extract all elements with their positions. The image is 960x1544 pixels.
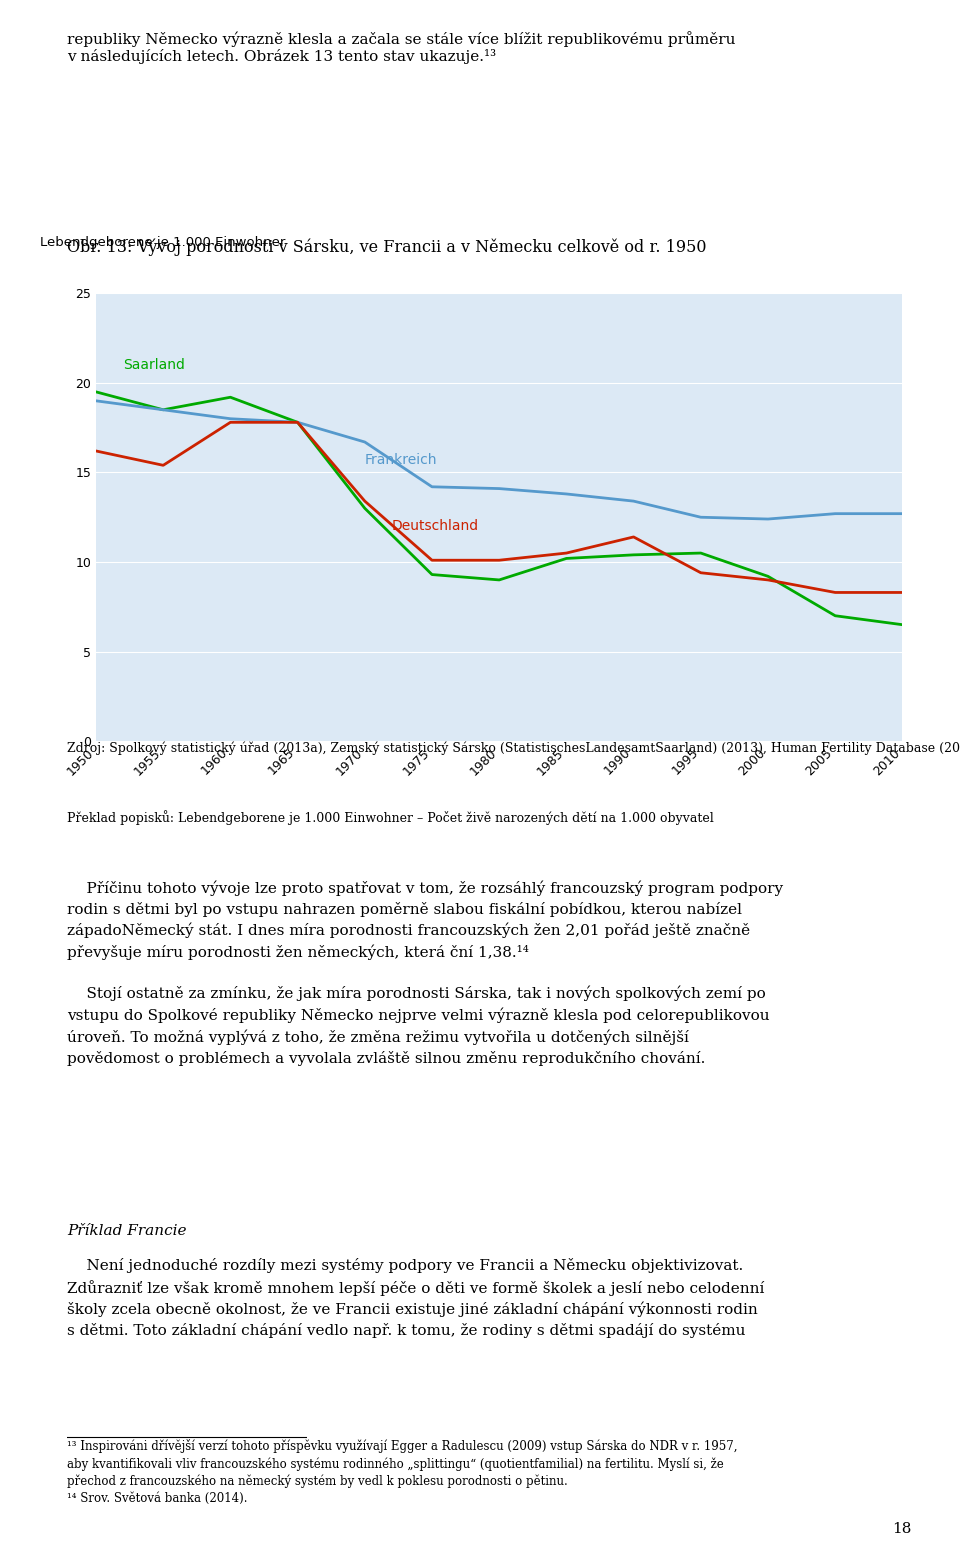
Text: Příklad Francie: Příklad Francie	[67, 1224, 186, 1238]
Text: Překlad popisků: Lebendgeborene je 1.000 Einwohner – Počet živě narozených dětí : Překlad popisků: Lebendgeborene je 1.000…	[67, 811, 714, 826]
Text: Obr. 13: Vývoj porodnosti v Sársku, ve Francii a v Německu celkově od r. 1950: Obr. 13: Vývoj porodnosti v Sársku, ve F…	[67, 238, 707, 256]
Text: Saarland: Saarland	[123, 358, 184, 372]
Text: Příčinu tohoto vývoje lze proto spatřovat v tom, že rozsáhlý francouzský program: Příčinu tohoto vývoje lze proto spatřova…	[67, 880, 783, 1065]
Text: republiky Německo výrazně klesla a začala se stále více blížit republikovému prů: republiky Německo výrazně klesla a začal…	[67, 31, 735, 65]
Text: Lebendgeborene je 1.000 Einwohner: Lebendgeborene je 1.000 Einwohner	[39, 236, 285, 249]
Text: Zdroj: Spolkový statistický úřad (2013a), Zemský statistický Sársko (Statistisch: Zdroj: Spolkový statistický úřad (2013a)…	[67, 741, 960, 755]
Text: 18: 18	[893, 1521, 912, 1536]
Text: Není jednoduché rozdíly mezi systémy podpory ve Francii a Německu objektivizovat: Není jednoduché rozdíly mezi systémy pod…	[67, 1258, 764, 1339]
Text: Frankreich: Frankreich	[365, 452, 438, 466]
Text: ¹³ Inspirováni dřívější verzí tohoto příspěvku využívají Egger a Radulescu (2009: ¹³ Inspirováni dřívější verzí tohoto pří…	[67, 1439, 737, 1505]
Text: Deutschland: Deutschland	[392, 519, 479, 533]
